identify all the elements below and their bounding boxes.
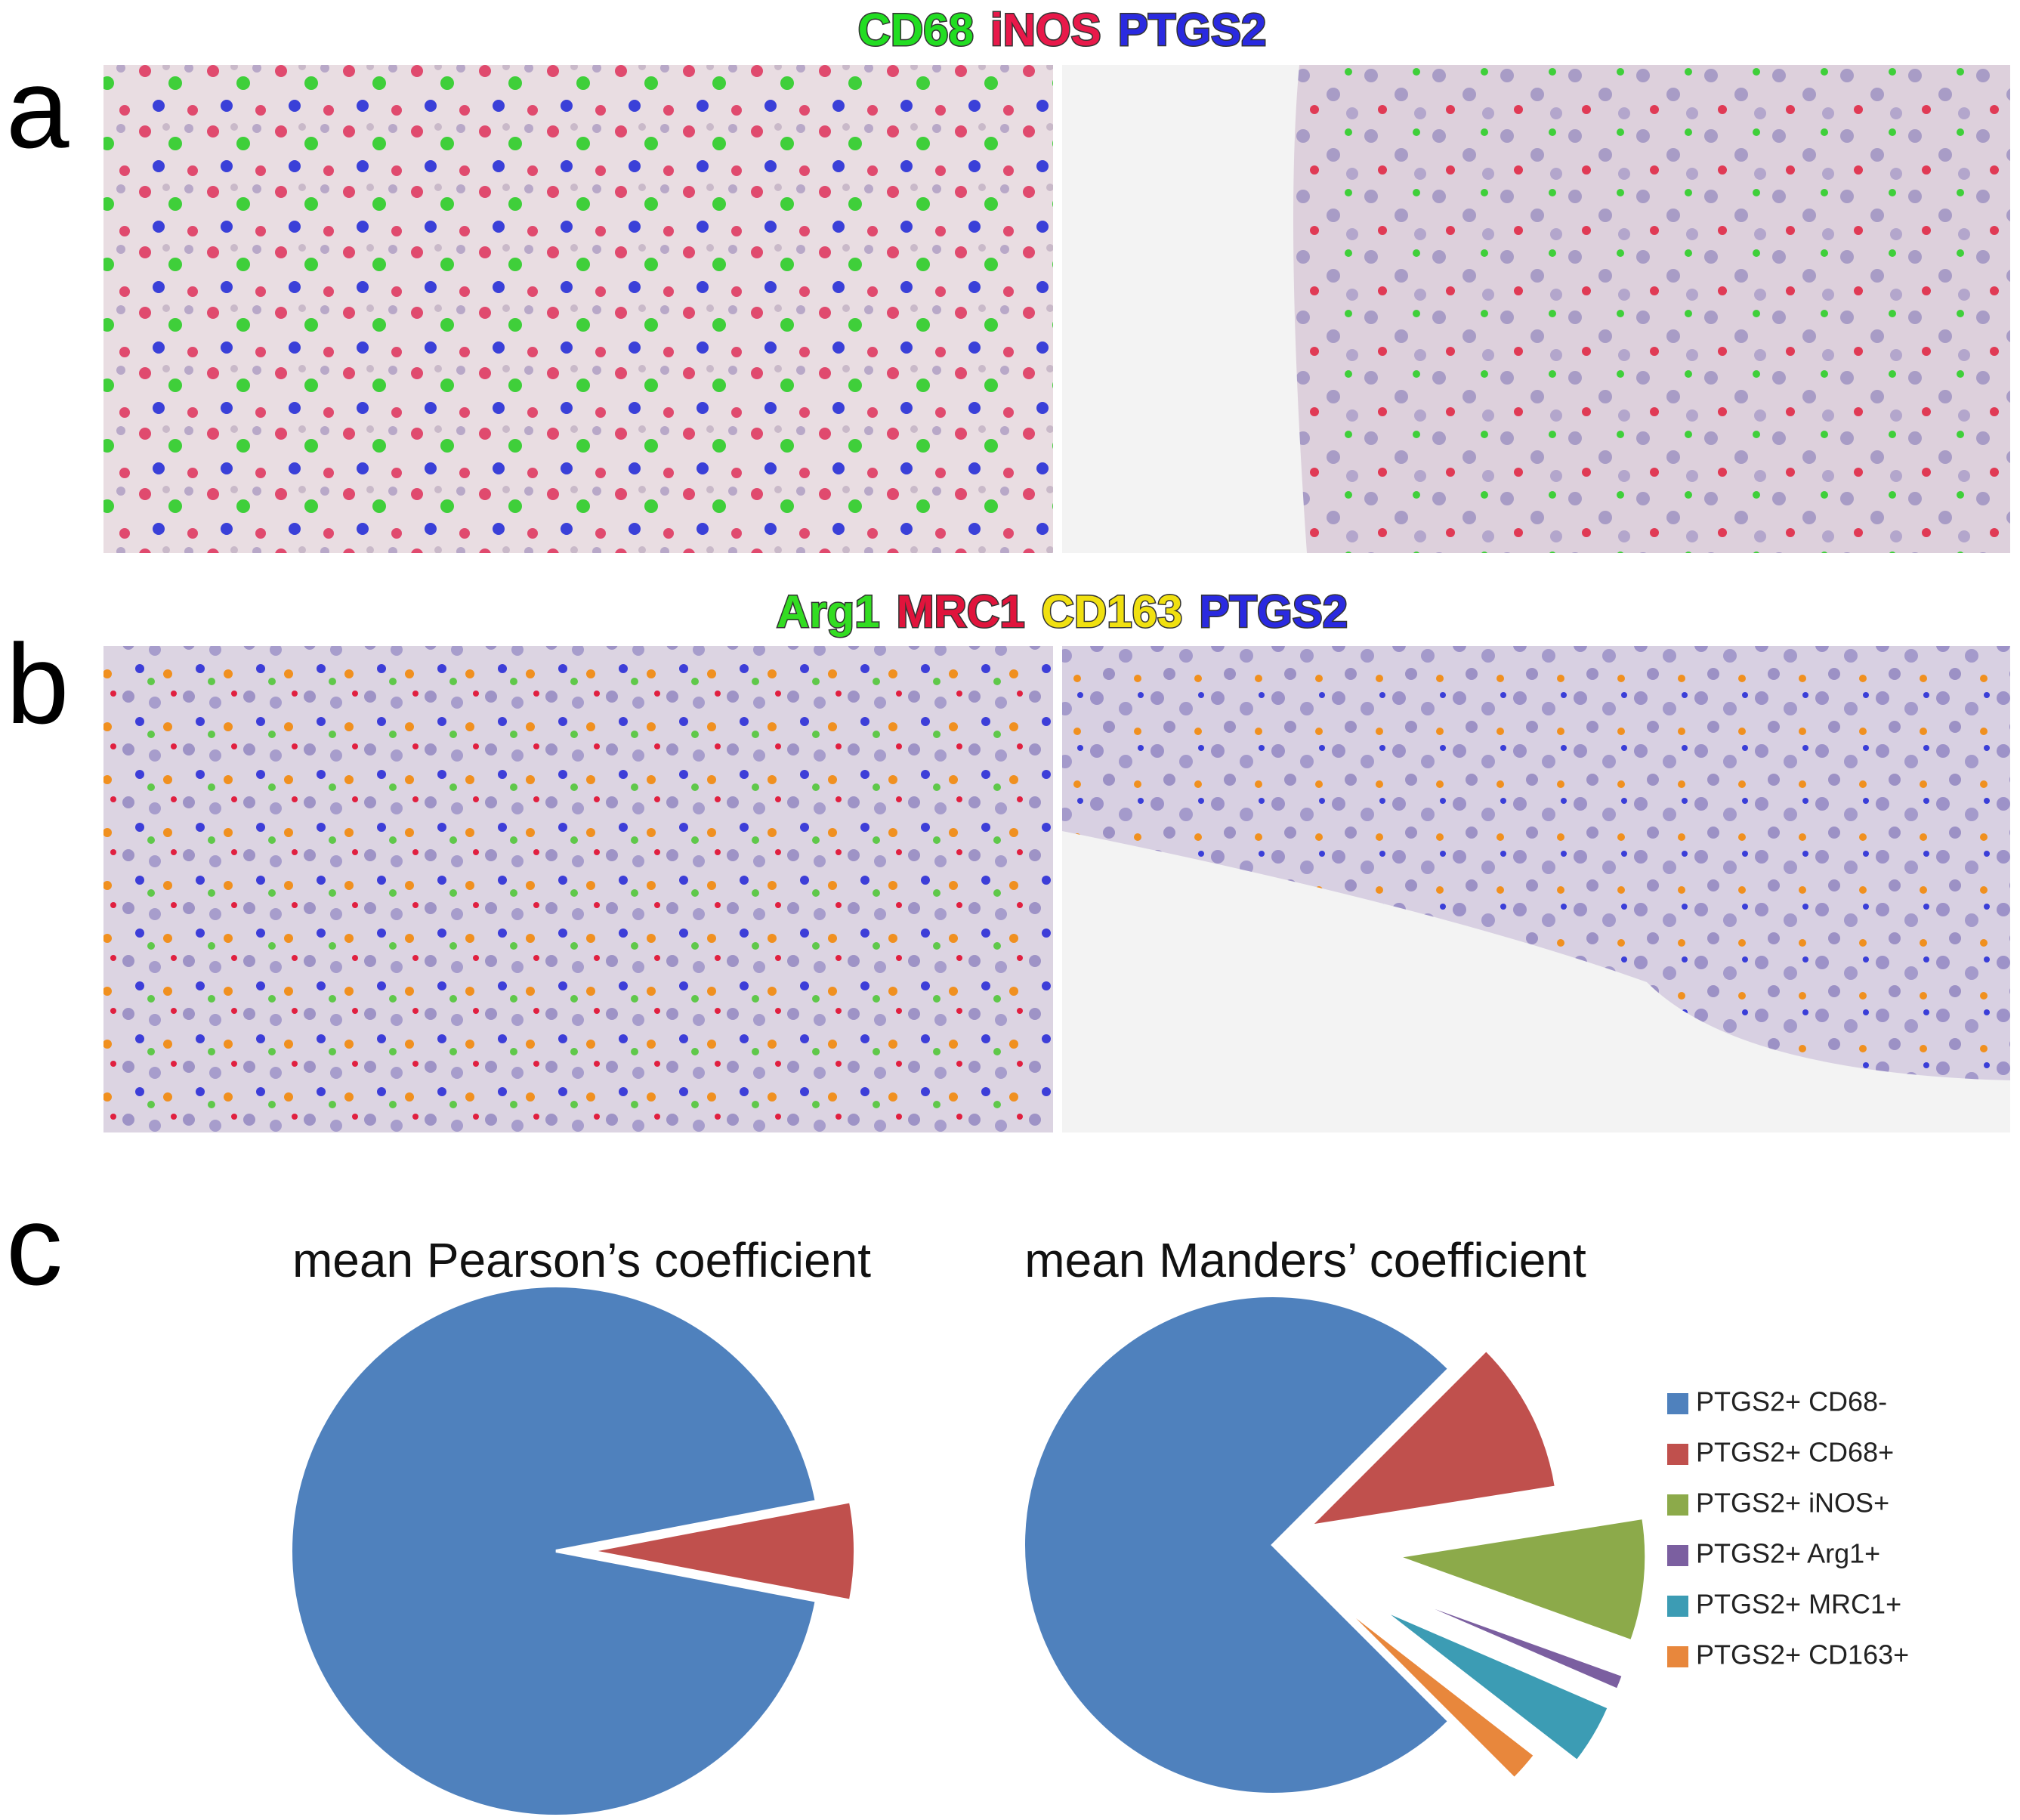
panel-label: b [6,620,69,747]
stain-name: PTGS2 [1118,5,1267,55]
legend-swatch [1667,1545,1688,1566]
legend-label: PTGS2+ Arg1+ [1696,1538,1880,1569]
pie-slice [1305,1347,1558,1528]
pie-slice [1379,1607,1611,1764]
legend-label: PTGS2+ CD163+ [1696,1639,1909,1670]
legend-label: PTGS2+ CD68- [1696,1386,1887,1417]
chart-title: mean Pearson’s coefficient [292,1233,871,1287]
legend-label: PTGS2+ CD68+ [1696,1437,1894,1468]
pie-slice [1022,1294,1452,1796]
stain-name: PTGS2 [1199,586,1348,637]
chart-title: mean Manders’ coefficient [1024,1233,1586,1287]
stain-name: Arg1 [777,586,880,637]
stain-name: iNOS [990,5,1101,55]
stain-name: CD68 [858,5,974,55]
background-area [1062,65,1307,553]
stain-name: CD163 [1042,586,1183,637]
legend-swatch [1667,1494,1688,1516]
pie-slice [1336,1601,1537,1781]
pie-slice [1396,1516,1648,1643]
pie-slice [289,1284,819,1818]
legend-swatch [1667,1444,1688,1465]
pie-slice [589,1499,857,1603]
panel-label: c [6,1182,63,1309]
pie-slice [1388,1589,1626,1692]
panel-label: a [6,45,69,171]
legend-swatch [1667,1596,1688,1617]
micrograph [103,65,1053,553]
background-area [1062,831,2010,1132]
legend-swatch [1667,1646,1688,1667]
legend-label: PTGS2+ iNOS+ [1696,1488,1889,1519]
legend-swatch [1667,1393,1688,1414]
micrographs [103,65,2010,1132]
stain-legend: Arg1 MRC1 CD163 PTGS2 [777,586,1348,637]
micrograph [103,646,1053,1132]
stain-name: MRC1 [897,586,1025,637]
stain-legend: CD68 iNOS PTGS2 [858,5,1267,55]
legend-label: PTGS2+ MRC1+ [1696,1589,1901,1620]
